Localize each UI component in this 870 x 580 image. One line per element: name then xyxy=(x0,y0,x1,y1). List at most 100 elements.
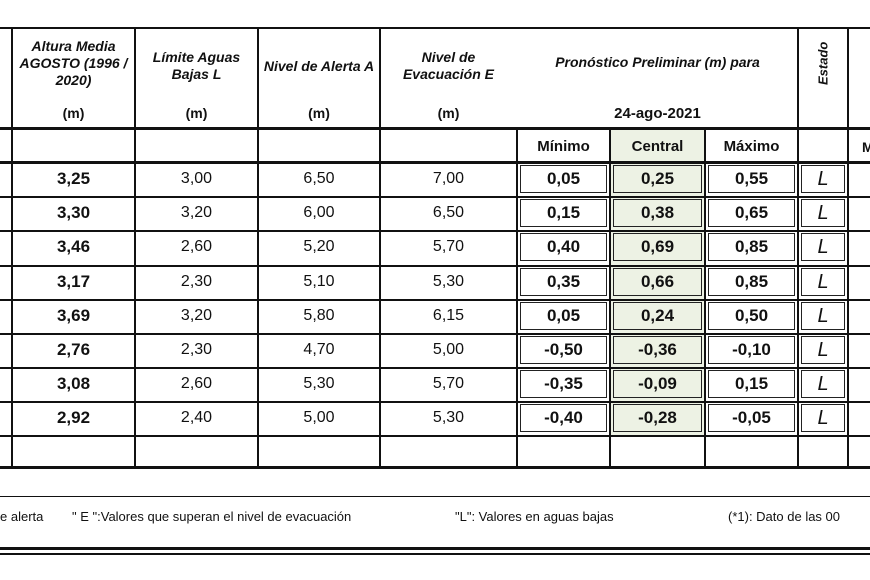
value-cell: 6,15 xyxy=(432,307,465,324)
value-cell: 0,35 xyxy=(546,272,581,291)
value-cell: 0,24 xyxy=(640,306,675,325)
value-cell: -0,50 xyxy=(544,340,583,359)
status-cell: L xyxy=(817,304,829,327)
value-cell: -0,05 xyxy=(732,408,771,427)
value-cell: 5,20 xyxy=(303,238,335,255)
value-cell: 2,40 xyxy=(180,409,213,426)
cell-frame xyxy=(520,199,607,227)
cell-frame xyxy=(801,370,845,398)
rule xyxy=(0,466,870,469)
cell-frame xyxy=(613,336,702,364)
value-cell: 0,85 xyxy=(734,237,769,256)
value-cell: 0,69 xyxy=(640,237,675,256)
value-cell: 5,00 xyxy=(303,409,335,426)
value-cell: -0,36 xyxy=(638,340,677,359)
cell-frame xyxy=(801,404,845,432)
cell-frame xyxy=(613,370,702,398)
rule xyxy=(11,27,13,468)
cell-frame xyxy=(520,370,607,398)
value-cell: 7,00 xyxy=(432,170,465,187)
rule xyxy=(0,435,870,437)
value-cell: 3,30 xyxy=(56,203,91,222)
cell-frame xyxy=(613,199,702,227)
column-title: Altura Media AGOSTO (1996 / 2020) xyxy=(19,37,128,88)
rule xyxy=(134,27,136,468)
column-unit: (m) xyxy=(185,105,208,121)
rule xyxy=(0,196,870,198)
value-cell: 6,50 xyxy=(432,204,465,221)
value-cell: 0,55 xyxy=(734,169,769,188)
column-unit: (m) xyxy=(308,105,330,121)
column-title: Nivel de Evacuación E xyxy=(402,49,495,82)
value-cell: 0,05 xyxy=(546,169,581,188)
value-cell: -0,35 xyxy=(544,374,583,393)
value-cell: 2,76 xyxy=(56,340,91,359)
value-cell: 0,25 xyxy=(640,169,675,188)
value-cell: 5,00 xyxy=(432,341,465,358)
value-cell: -0,10 xyxy=(732,340,771,359)
rule xyxy=(0,553,870,555)
value-cell: 6,50 xyxy=(303,170,335,187)
value-cell: 5,70 xyxy=(432,375,465,392)
column-title: Límite Aguas Bajas L xyxy=(152,49,241,82)
cell-frame xyxy=(708,336,795,364)
cell-frame xyxy=(520,165,607,193)
cell-frame xyxy=(613,302,702,330)
rule xyxy=(0,127,870,130)
value-cell: 3,00 xyxy=(180,170,213,187)
status-cell: L xyxy=(817,270,829,293)
cell-frame xyxy=(613,233,702,261)
value-cell: 5,80 xyxy=(303,307,335,324)
rule xyxy=(797,27,799,468)
value-cell: 0,15 xyxy=(546,203,581,222)
cell-frame xyxy=(520,336,607,364)
cell-frame xyxy=(520,404,607,432)
value-cell: 2,60 xyxy=(180,238,213,255)
rule xyxy=(847,27,849,468)
subcolumn-title: Mínimo xyxy=(537,138,590,155)
value-cell: 0,85 xyxy=(734,272,769,291)
cell-frame xyxy=(613,268,702,296)
cell-frame xyxy=(801,302,845,330)
value-cell: 3,17 xyxy=(56,272,91,291)
status-cell: L xyxy=(817,235,829,258)
cell-frame xyxy=(520,233,607,261)
cell-frame xyxy=(801,199,845,227)
rule xyxy=(609,127,611,468)
cell-frame xyxy=(613,165,702,193)
rule xyxy=(379,27,381,468)
value-cell: 0,05 xyxy=(546,306,581,325)
cell-frame xyxy=(801,165,845,193)
footer-note: e alerta xyxy=(0,508,44,524)
status-cell: L xyxy=(817,201,829,224)
footer-note: (*1): Dato de las 00 xyxy=(728,508,841,524)
status-title: Estado xyxy=(815,41,831,85)
value-cell: 2,92 xyxy=(56,408,91,427)
value-cell: 3,20 xyxy=(180,204,213,221)
footer-note: " E ":Valores que superan el nivel de ev… xyxy=(72,508,352,524)
rule xyxy=(0,27,870,29)
cell-frame xyxy=(613,404,702,432)
value-cell: 5,30 xyxy=(303,375,335,392)
value-cell: 0,40 xyxy=(546,237,581,256)
value-cell: -0,09 xyxy=(638,374,677,393)
cell-frame xyxy=(708,165,795,193)
column-unit: (m) xyxy=(62,105,85,121)
value-cell: 0,65 xyxy=(734,203,769,222)
status-cell: L xyxy=(817,338,829,361)
cell-frame xyxy=(801,233,845,261)
rule xyxy=(0,547,870,550)
cell-frame xyxy=(708,302,795,330)
value-cell: 3,08 xyxy=(56,374,91,393)
value-cell: 2,30 xyxy=(180,341,213,358)
status-cell: L xyxy=(817,167,829,190)
rule xyxy=(0,496,870,497)
value-cell: 0,50 xyxy=(734,306,769,325)
cell-frame xyxy=(708,199,795,227)
value-cell: 0,66 xyxy=(640,272,675,291)
value-cell: 3,46 xyxy=(56,237,91,256)
column-unit: (m) xyxy=(437,105,460,121)
cell-frame xyxy=(520,302,607,330)
cell-frame xyxy=(520,268,607,296)
